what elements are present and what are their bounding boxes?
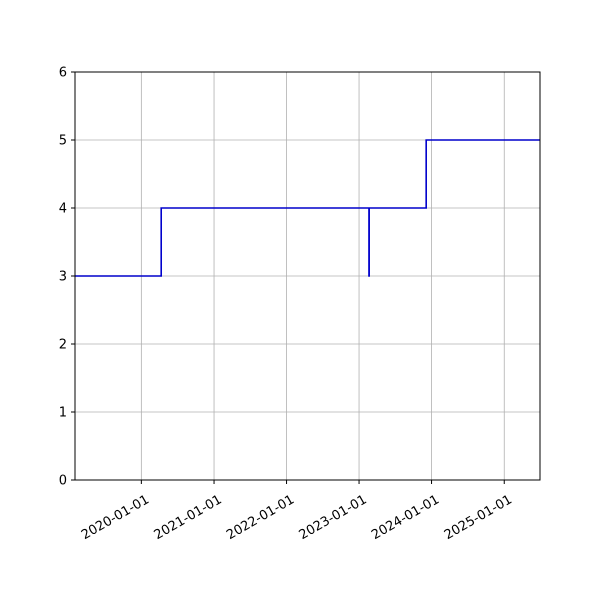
x-tick-label: 2023-01-01 xyxy=(297,492,370,543)
y-tick-label: 4 xyxy=(59,202,67,217)
series-line-0 xyxy=(75,139,540,277)
x-tick-label: 2021-01-01 xyxy=(152,492,225,543)
y-tick-label: 5 xyxy=(59,134,67,149)
y-tick-label: 1 xyxy=(59,406,67,421)
y-tick-label: 6 xyxy=(59,66,67,81)
x-tick-label: 2022-01-01 xyxy=(224,492,297,543)
x-axis: 2020-01-01 2021-01-01 2022-01-01 2023-01-01… xyxy=(79,480,515,543)
y-tick-label: 0 xyxy=(59,474,67,489)
x-tick-label: 2024-01-01 xyxy=(369,492,442,543)
y-tick-label: 2 xyxy=(59,338,67,353)
y-axis: 0 1 2 3 4 5 6 xyxy=(59,66,75,489)
y-tick-label: 3 xyxy=(59,270,67,285)
series-layer xyxy=(75,139,540,277)
x-tick-label: 2025-01-01 xyxy=(442,492,515,543)
x-tick-label: 2020-01-01 xyxy=(79,492,152,543)
